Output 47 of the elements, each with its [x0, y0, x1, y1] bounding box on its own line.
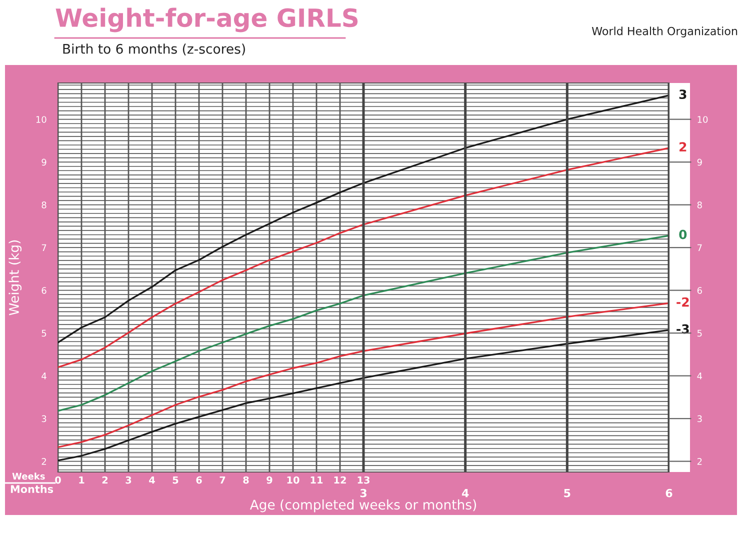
x2-tick-label: 5	[564, 489, 570, 498]
x2-tick-label: 6	[666, 488, 672, 498]
y-tick-label: 10	[36, 116, 46, 123]
text: Weeks	[12, 472, 45, 480]
x-tick-label: 2	[102, 476, 108, 484]
y-tick-label: 2	[42, 458, 46, 465]
text: Months	[10, 484, 54, 494]
series-label: 2	[680, 142, 686, 152]
x-tick-label: 8	[243, 476, 249, 484]
x-tick-label: 6	[196, 476, 202, 484]
x-tick-label: 10	[287, 476, 300, 484]
x-tick-label: 1	[79, 476, 84, 484]
x-tick-label: 0	[55, 476, 61, 484]
x-tick-label: 5	[172, 476, 178, 484]
y2-tick-label: 2	[697, 458, 702, 465]
y2-tick-label: 8	[697, 202, 702, 208]
y-tick-label: 3	[42, 415, 46, 422]
y-tick-label: 9	[42, 158, 46, 166]
y2-tick-label: 10	[698, 116, 708, 123]
y-tick-label: 7	[42, 244, 46, 252]
y-tick-label: 4	[42, 372, 46, 380]
series-label: 0	[679, 230, 687, 240]
chart-title: Weight-for-age GIRLS	[56, 8, 358, 32]
y-axis-title: Weight (kg)	[8, 240, 22, 316]
x-tick-label: 7	[220, 476, 226, 484]
x2-tick-label: 3	[360, 488, 366, 498]
text: World Health Organization	[592, 26, 738, 38]
y-tick-label: 5	[42, 330, 46, 337]
y2-tick-label: 9	[697, 158, 702, 166]
y-tick-label: 6	[42, 287, 46, 294]
y2-tick-label: 5	[697, 330, 702, 337]
y2-tick-label: 6	[697, 287, 702, 294]
chart-subtitle: Birth to 6 months (z-scores)	[63, 44, 245, 56]
y-tick-label: 8	[42, 202, 46, 208]
series-label: 3	[679, 90, 686, 100]
x-axis-title: Age (completed weeks or months)	[250, 499, 476, 512]
x-tick-label: 9	[266, 476, 272, 484]
y2-tick-label: 4	[697, 372, 702, 380]
y2-tick-label: 3	[697, 415, 702, 422]
x2-tick-label: 4	[462, 489, 469, 498]
series-label: -2	[676, 297, 689, 307]
x-tick-label: 11	[310, 476, 323, 484]
x-tick-label: 12	[334, 476, 346, 484]
x-tick-label: 3	[126, 476, 132, 484]
x-tick-label: 13	[358, 476, 370, 484]
y2-tick-label: 7	[698, 244, 702, 252]
x-tick-label: 4	[149, 476, 155, 484]
